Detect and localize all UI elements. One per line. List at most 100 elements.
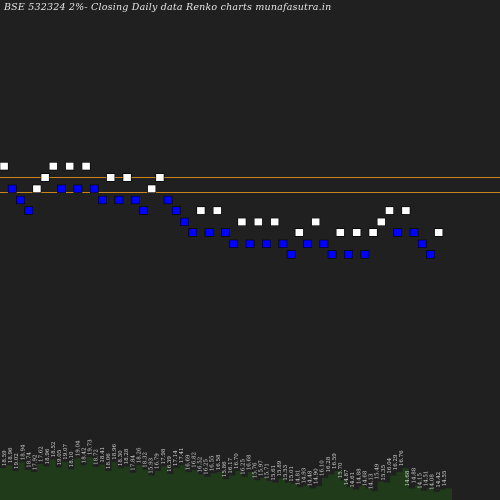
volume-price-label: 18.41 — [100, 447, 106, 463]
up-brick — [0, 162, 9, 171]
volume-price-label: 18.96 — [8, 447, 14, 463]
volume-price-label: 16.25 — [240, 459, 246, 475]
up-brick — [401, 206, 411, 215]
volume-price-label: 19.07 — [63, 443, 69, 459]
volume-price-label: 16.39 — [167, 456, 173, 472]
volume-price-label: 14.13 — [369, 473, 375, 489]
volume-price-label: 15.61 — [271, 465, 277, 481]
up-brick — [81, 162, 91, 171]
up-brick — [196, 206, 206, 215]
volume-price-label: 14.90 — [314, 468, 320, 484]
renko-bricks — [0, 162, 444, 259]
up-brick — [368, 228, 378, 237]
volume-price-label: 16.55 — [210, 455, 216, 471]
volume-price-label: 18.42 — [81, 447, 87, 463]
volume-price-label: 15.86 — [222, 461, 228, 477]
volume-price-label: 14.51 — [424, 471, 430, 487]
volume-price-label: 16.76 — [399, 450, 405, 466]
volume-price-label: 14.15 — [418, 472, 424, 488]
down-brick — [73, 184, 83, 193]
up-brick — [253, 217, 263, 227]
down-brick — [278, 239, 288, 248]
volume-price-label: 14.42 — [436, 472, 442, 488]
down-brick — [24, 206, 34, 215]
volume-price-label: 19.04 — [75, 440, 81, 456]
volume-price-label: 19.73 — [88, 439, 94, 455]
volume-price-label: 17.62 — [39, 446, 45, 462]
down-brick — [303, 239, 312, 248]
up-brick — [311, 217, 321, 227]
up-brick — [237, 217, 247, 227]
down-brick — [221, 228, 230, 237]
volume-price-label: 17.98 — [161, 448, 167, 464]
volume-price-label: 18.96 — [45, 448, 51, 464]
volume-price-label: 16.25 — [204, 459, 210, 475]
down-brick — [286, 250, 296, 259]
down-brick — [344, 250, 353, 259]
volume-price-label: 16.52 — [198, 457, 204, 473]
volume-price-label: 15.35 — [381, 464, 387, 480]
volume-price-label: 16.17 — [228, 457, 234, 473]
up-brick — [212, 206, 222, 215]
volume-price-label: 14.87 — [344, 469, 350, 485]
volume-fill — [0, 457, 452, 500]
down-brick — [139, 206, 148, 215]
volume-price-label: 19.05 — [57, 449, 63, 465]
up-brick — [270, 217, 280, 227]
down-brick — [360, 250, 370, 259]
volume-price-label: 18.30 — [118, 450, 124, 466]
up-brick — [106, 173, 116, 182]
up-brick — [147, 184, 157, 193]
volume-price-label: 14.68 — [405, 470, 411, 486]
volume-price-label: 14.88 — [356, 468, 362, 484]
volume-price-label: 18.52 — [51, 442, 57, 458]
volume-price-label: 16.28 — [326, 456, 332, 472]
volume-price-label: 14.61 — [350, 472, 356, 488]
up-brick — [40, 173, 50, 182]
volume-price-label: 18.59 — [2, 450, 8, 466]
down-brick — [57, 184, 66, 193]
volume-price-label: 16.04 — [387, 457, 393, 473]
volume-price-label: 15.89 — [277, 460, 283, 476]
down-brick — [327, 250, 337, 259]
chart-title: BSE 532324 2%- Closing Daily data Renko … — [4, 2, 332, 13]
up-brick — [65, 162, 75, 171]
volume-price-label: 17.14 — [173, 450, 179, 466]
down-brick — [262, 239, 271, 248]
volume-price-label: 16.79 — [155, 453, 161, 469]
up-brick — [385, 206, 394, 215]
volume-price-label: 18.06 — [106, 453, 112, 469]
volume-price-label: 16.58 — [216, 454, 222, 470]
down-brick — [163, 195, 173, 205]
down-brick — [409, 228, 419, 237]
down-brick — [16, 195, 25, 205]
up-brick — [32, 184, 42, 193]
down-brick — [204, 228, 214, 237]
down-brick — [426, 250, 435, 259]
up-brick — [122, 173, 132, 182]
down-brick — [180, 217, 189, 227]
volume-price-label: 14.55 — [442, 470, 448, 486]
volume-price-label: 14.93 — [301, 467, 307, 483]
volume-price-label: 15.01 — [289, 466, 295, 482]
volume-price-label: 15.70 — [338, 462, 344, 478]
volume-price-label: 15.53 — [283, 464, 289, 480]
volume-price-label: 15.71 — [265, 463, 271, 479]
down-brick — [229, 239, 239, 248]
volume-price-label: 19.02 — [14, 453, 20, 469]
volume-price-label: 14.81 — [295, 469, 301, 485]
down-brick — [393, 228, 403, 237]
volume-price-label: 16.70 — [234, 453, 240, 469]
volume-price-label: 15.93 — [149, 457, 155, 473]
volume-price-label: 18.26 — [136, 447, 142, 463]
volume-price-label: 17.41 — [179, 447, 185, 463]
down-brick — [171, 206, 181, 215]
up-brick — [294, 228, 304, 237]
volume-price-label: 17.92 — [33, 454, 39, 470]
down-brick — [417, 239, 427, 248]
volume-price-label: 16.10 — [320, 460, 326, 476]
volume-price-label: 18.94 — [20, 444, 26, 460]
volume-price-label: 15.49 — [375, 463, 381, 479]
down-brick — [245, 239, 255, 248]
